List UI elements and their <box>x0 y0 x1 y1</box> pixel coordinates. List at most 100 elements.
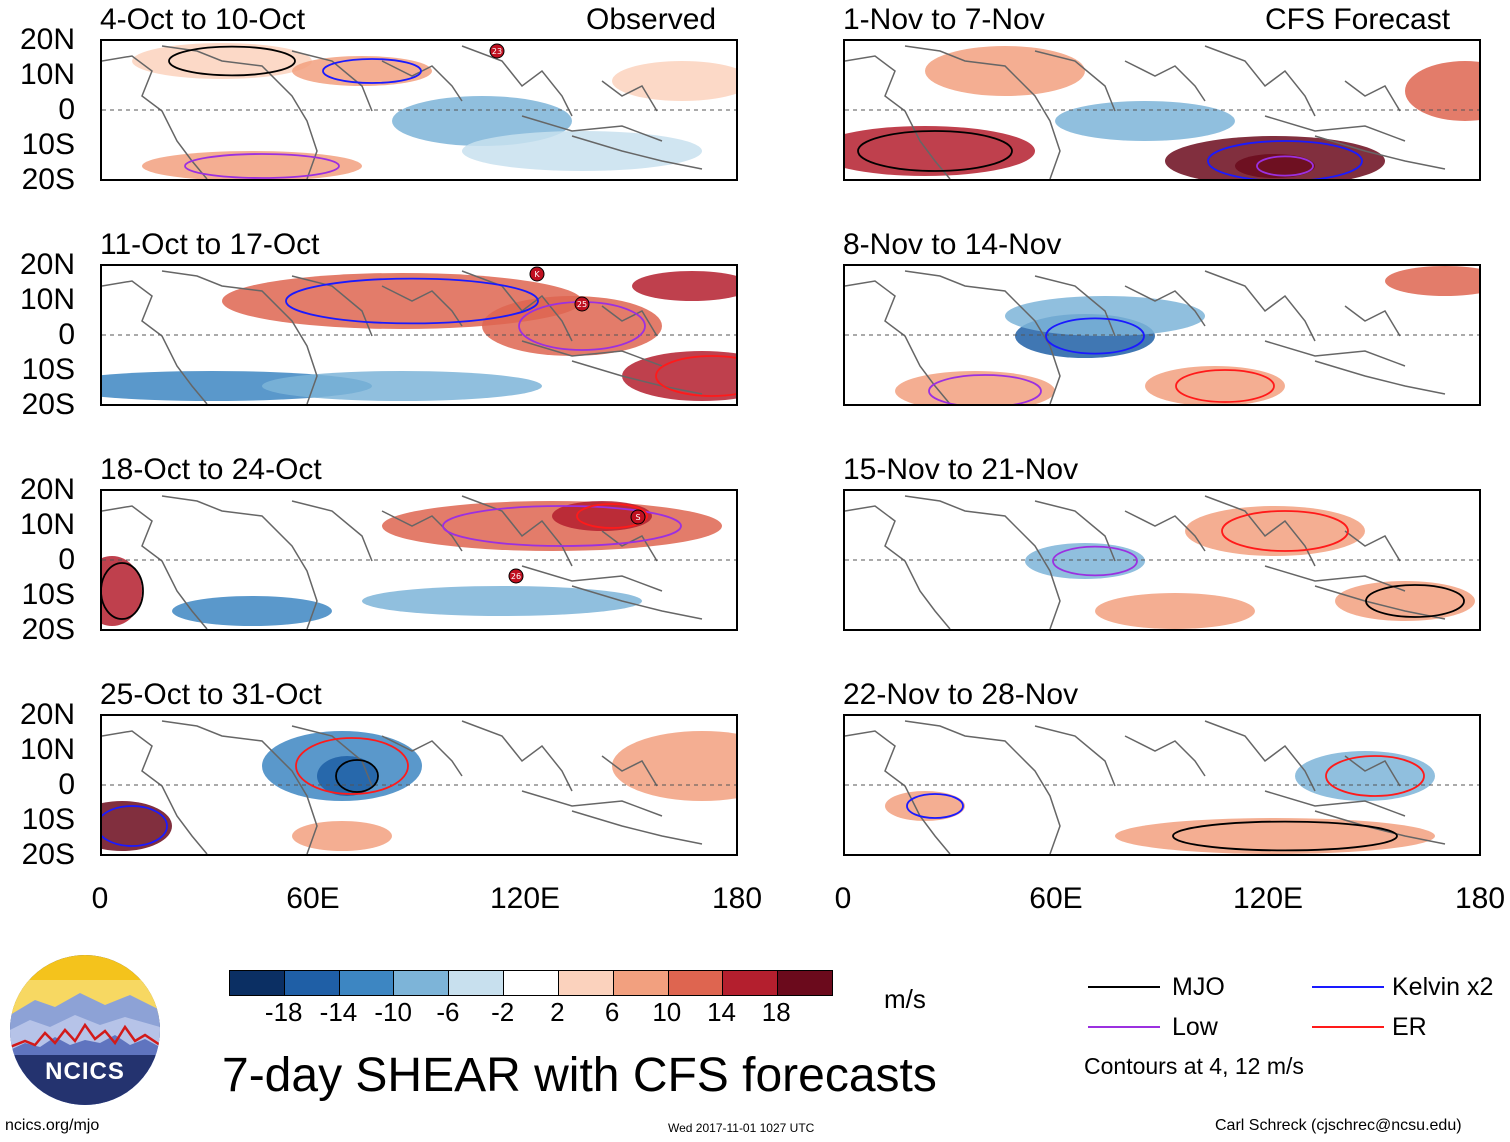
coastline <box>1124 285 1206 327</box>
shear-shading-blob <box>1405 61 1479 121</box>
coastline <box>291 275 373 337</box>
wave-contour <box>1207 140 1363 179</box>
lat-label-2-2: 0 <box>58 543 75 576</box>
map-panel-left-2: K 25 <box>100 264 738 406</box>
map-panel-svg: 23 <box>102 43 736 179</box>
panel-tag-cfs-forecast: CFS Forecast <box>1265 3 1451 36</box>
coastline <box>1314 135 1446 170</box>
coastline <box>1204 720 1316 792</box>
colorbar-tick-label: -10 <box>374 997 412 1027</box>
coastline <box>1124 60 1206 102</box>
wave-contour <box>928 374 1042 404</box>
map-panel-left-1: 23 <box>100 39 738 181</box>
map-panel-svg: K 25 <box>102 266 736 404</box>
shear-shading-blob <box>172 596 332 626</box>
shear-shading-blob <box>142 151 362 179</box>
coastline <box>601 755 658 787</box>
storm-marker: 26 <box>508 568 524 584</box>
coastline <box>1344 305 1401 337</box>
colorbar <box>229 970 833 996</box>
shear-shading-blob <box>885 791 965 821</box>
storm-marker-label: S <box>635 513 640 522</box>
footer-url: ncics.org/mjo <box>5 1117 100 1134</box>
wave-contour <box>1045 317 1145 355</box>
logo-text: NCICS <box>45 1058 125 1085</box>
legend-line-low <box>1088 1026 1160 1028</box>
storm-marker-label: 25 <box>577 300 587 309</box>
coastline <box>601 530 658 562</box>
lat-label-3-0: 20N <box>19 698 75 731</box>
coastline <box>161 270 318 404</box>
coastline <box>521 565 663 592</box>
colorbar-box <box>778 971 832 995</box>
coastline <box>1124 735 1206 777</box>
ncics-logo: NCICS <box>10 955 160 1105</box>
map-panel-right-1 <box>843 39 1481 181</box>
shear-shading-blob <box>462 131 702 171</box>
legend-label-mjo: MJO <box>1172 973 1225 1001</box>
shear-shading-blob <box>262 371 542 401</box>
coastline <box>845 505 951 629</box>
coastline <box>1124 510 1206 552</box>
coastline <box>521 790 663 817</box>
coastline <box>1264 790 1406 817</box>
coastline <box>1344 80 1401 112</box>
coastline <box>571 585 703 620</box>
panel-title-right-2: 8-Nov to 14-Nov <box>843 228 1062 261</box>
legend-line-er <box>1312 1026 1384 1028</box>
coastline <box>291 725 373 787</box>
colorbar-tick-label: -14 <box>319 997 358 1027</box>
wave-contour <box>102 562 144 620</box>
colorbar-tick-label: 6 <box>604 997 620 1027</box>
colorbar-box <box>504 971 559 995</box>
lat-label-2-4: 20S <box>21 613 75 646</box>
lat-label-1-0: 20N <box>19 248 75 281</box>
colorbar-box <box>558 971 614 995</box>
wave-contour <box>322 58 422 84</box>
colorbar-tick-label: 10 <box>652 997 682 1027</box>
shear-shading-blob <box>925 46 1085 96</box>
coastline <box>1314 810 1446 845</box>
map-panel-svg <box>102 720 736 854</box>
colorbar-box <box>449 971 505 995</box>
coastline <box>381 285 463 327</box>
shear-shading-blob <box>622 351 736 401</box>
storm-marker: S <box>630 509 646 525</box>
coastline <box>381 735 463 777</box>
shear-shading-blob <box>1055 101 1235 141</box>
legend-label-er: ER <box>1392 1013 1427 1041</box>
wave-contour <box>102 805 168 847</box>
coastline <box>845 280 951 404</box>
wave-contour <box>576 503 648 529</box>
wave-contour <box>1325 755 1425 797</box>
panel-title-left-2: 11-Oct to 17-Oct <box>100 228 320 261</box>
coastline <box>1034 50 1116 112</box>
shear-shading-blob <box>1145 366 1285 404</box>
coastline <box>161 45 318 179</box>
coastline <box>291 50 373 112</box>
footer-credit: Carl Schreck (cjschrec@ncsu.edu) <box>1215 1117 1462 1134</box>
coastline <box>1204 270 1316 342</box>
coastline <box>1264 115 1406 142</box>
shear-shading-blob <box>632 271 736 301</box>
coastline <box>845 730 951 854</box>
coastline <box>1204 45 1316 117</box>
coastline <box>904 270 1061 404</box>
colorbar-units: m/s <box>884 984 926 1014</box>
shear-shading-blob <box>895 371 1055 404</box>
lon-label-120e-right: 120E <box>1232 882 1304 915</box>
shear-shading-blob <box>1295 751 1435 801</box>
panel-tag-observed: Observed <box>586 3 717 36</box>
colorbar-tick-label: -6 <box>436 997 460 1027</box>
storm-marker: 25 <box>574 296 590 312</box>
lat-label-2-0: 20N <box>19 473 75 506</box>
shear-shading-blob <box>482 296 662 356</box>
coastline <box>1034 275 1116 337</box>
wave-contour <box>1172 820 1398 852</box>
panel-title-left-4: 25-Oct to 31-Oct <box>100 678 322 711</box>
coastline <box>601 80 658 112</box>
lat-label-1-4: 20S <box>21 388 75 421</box>
shear-shading-blob <box>1185 506 1365 556</box>
wave-contour <box>1052 545 1138 577</box>
wave-contour <box>1256 155 1314 177</box>
